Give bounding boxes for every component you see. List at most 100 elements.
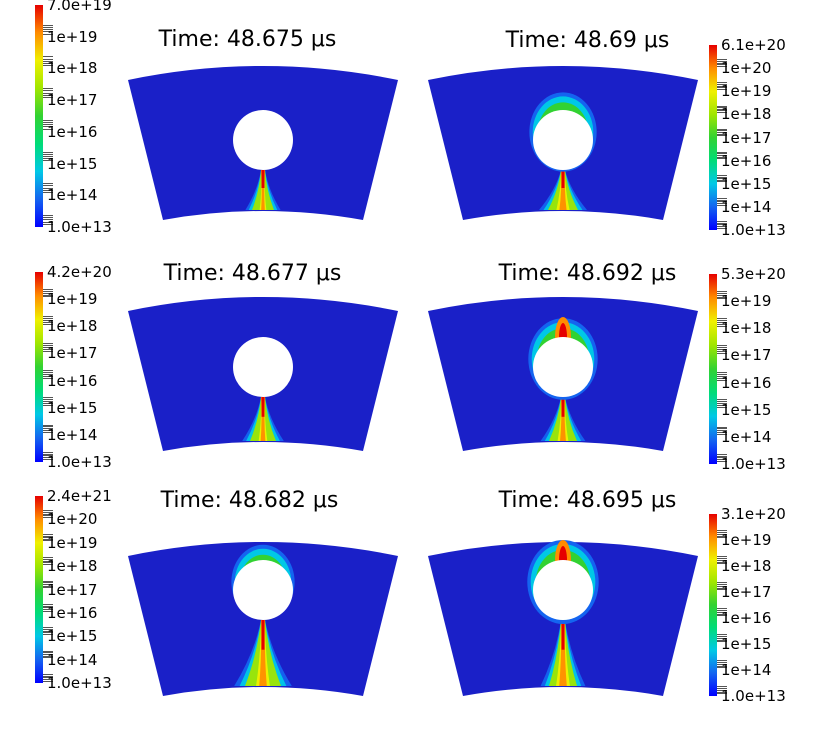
colorbar-minor-tick <box>43 451 53 453</box>
colorbar: 5.3e+20 1e+19 1e+18 1e+17 1e+16 1e+15 1e+14 1.0… <box>709 266 819 472</box>
colorbar-minor-tick <box>43 630 53 632</box>
colorbar-minor-tick <box>717 319 727 321</box>
colorbar-minor-tick <box>717 376 727 378</box>
colorbar-minor-tick <box>43 33 53 35</box>
colorbar-minor-tick <box>43 680 53 682</box>
colorbar-minor-tick <box>717 82 727 84</box>
colorbar-tick-label: 1e+19 <box>47 27 98 46</box>
colorbar-minor-tick <box>43 158 53 160</box>
colorbar-minor-tick <box>43 63 53 65</box>
colorbar-minor-tick <box>717 660 727 662</box>
colorbar-tick-label: 1e+14 <box>721 197 772 216</box>
colorbar-minor-tick <box>43 583 53 585</box>
colorbar-minor-tick <box>43 585 53 587</box>
colorbar-minor-tick <box>43 430 53 432</box>
colorbar-minor-tick <box>43 560 53 562</box>
colorbar-minor-tick <box>717 556 727 558</box>
colorbar-minor-tick <box>43 540 53 542</box>
colorbar-minor-tick <box>43 455 53 457</box>
colorbar-tick-label: 1e+19 <box>721 531 772 549</box>
colorbar-minor-tick <box>43 654 53 655</box>
colorbar-minor-tick <box>43 372 53 374</box>
colorbar-minor-tick <box>717 430 727 432</box>
colorbar-tick-label: 1e+17 <box>47 344 98 363</box>
colorbar: 3.1e+20 1e+19 1e+18 1e+17 1e+16 1e+15 1e+14 1.0… <box>709 506 819 704</box>
colorbar-minor-tick <box>717 110 727 112</box>
colorbar-minor-tick <box>43 377 53 379</box>
colorbar-minor-tick <box>717 202 727 204</box>
colorbar-tick-label: 1e+19 <box>47 533 98 552</box>
colorbar-tick-label: 1.0e+13 <box>721 455 786 473</box>
colorbar-minor-tick <box>717 608 727 610</box>
colorbar: 4.2e+20 1e+19 1e+18 1e+17 1e+16 1e+15 1e+14 1.0… <box>35 264 145 470</box>
colorbar-minor-tick <box>717 112 727 114</box>
colorbar-minor-tick <box>43 92 53 94</box>
colorbar-minor-tick <box>717 350 727 352</box>
colorbar-minor-tick <box>717 587 727 589</box>
colorbar-tick-label: 1e+17 <box>721 583 772 601</box>
colorbar-minor-tick <box>717 201 727 203</box>
colorbar-minor-tick <box>717 687 727 689</box>
colorbar-minor-tick <box>43 608 53 610</box>
colorbar-minor-tick <box>43 510 53 512</box>
colorbar-minor-tick <box>43 558 53 560</box>
colorbar-minor-tick <box>43 603 53 605</box>
colorbar-minor-tick <box>717 583 727 585</box>
colorbar-minor-tick <box>43 128 53 130</box>
colorbar-minor-tick <box>717 611 727 613</box>
colorbar-tick-label: 1.0e+13 <box>721 221 786 239</box>
colorbar-minor-tick <box>717 559 727 561</box>
colorbar-minor-tick <box>717 151 727 153</box>
hole <box>233 337 293 397</box>
colorbar-tick-label: 1e+20 <box>721 59 772 78</box>
colorbar-minor-tick <box>717 199 727 201</box>
colorbar-minor-tick <box>717 174 727 176</box>
colorbar-minor-tick <box>717 661 727 663</box>
colorbar-minor-tick <box>43 375 53 377</box>
colorbar-minor-tick <box>43 124 53 126</box>
colorbar-minor-tick <box>717 204 727 206</box>
colorbar-minor-tick <box>717 345 727 347</box>
colorbar-minor-tick <box>43 374 53 376</box>
colorbar-minor-tick <box>717 321 727 323</box>
colorbar-minor-tick <box>717 325 727 327</box>
colorbar-minor-tick <box>43 345 53 346</box>
colorbar-minor-tick <box>43 319 53 321</box>
jet-core <box>261 397 265 417</box>
colorbar-tick-label: 1.0e+13 <box>47 218 112 236</box>
colorbar-minor-tick <box>717 403 727 405</box>
panel-time-48-695: 3.1e+20 1e+19 1e+18 1e+17 1e+16 1e+15 1e+14 1.0… <box>415 488 830 741</box>
contour-plot <box>428 297 698 451</box>
colorbar-minor-tick <box>43 674 53 676</box>
colorbar-tick-label: 1e+19 <box>47 290 98 309</box>
colorbar-minor-tick <box>717 107 727 109</box>
colorbar-minor-tick <box>717 531 727 533</box>
colorbar-minor-tick <box>717 179 727 181</box>
colorbar-minor-tick <box>43 677 53 679</box>
colorbar-minor-tick <box>43 192 53 194</box>
colorbar-minor-tick <box>43 56 53 58</box>
colorbar-minor-tick <box>717 399 727 401</box>
jet-contour <box>559 620 567 686</box>
colorbar-minor-tick <box>717 198 727 200</box>
colorbar-minor-tick <box>717 222 727 224</box>
colorbar-tick-label: 1e+15 <box>721 635 772 653</box>
colorbar-tick-label: 1e+16 <box>47 371 98 390</box>
colorbar-minor-tick <box>43 122 53 124</box>
colorbar-minor-tick <box>717 178 727 180</box>
contour-plot <box>428 66 698 220</box>
colorbar-minor-tick <box>717 561 727 563</box>
colorbar-strip <box>35 272 43 462</box>
colorbar-minor-tick <box>717 405 727 407</box>
colorbar-tick-label: 1e+17 <box>47 580 98 599</box>
colorbar-minor-tick <box>43 401 53 403</box>
colorbar-minor-tick <box>43 31 53 33</box>
colorbar-minor-tick <box>717 615 727 617</box>
colorbar-minor-tick <box>717 105 727 107</box>
colorbar-minor-tick <box>43 557 53 559</box>
colorbar-minor-tick <box>43 607 53 609</box>
colorbar-minor-tick <box>717 557 727 559</box>
colorbar-minor-tick <box>717 155 727 157</box>
colorbar-minor-tick <box>717 84 727 86</box>
colorbar-tick-label: 7.0e+19 <box>47 0 112 14</box>
